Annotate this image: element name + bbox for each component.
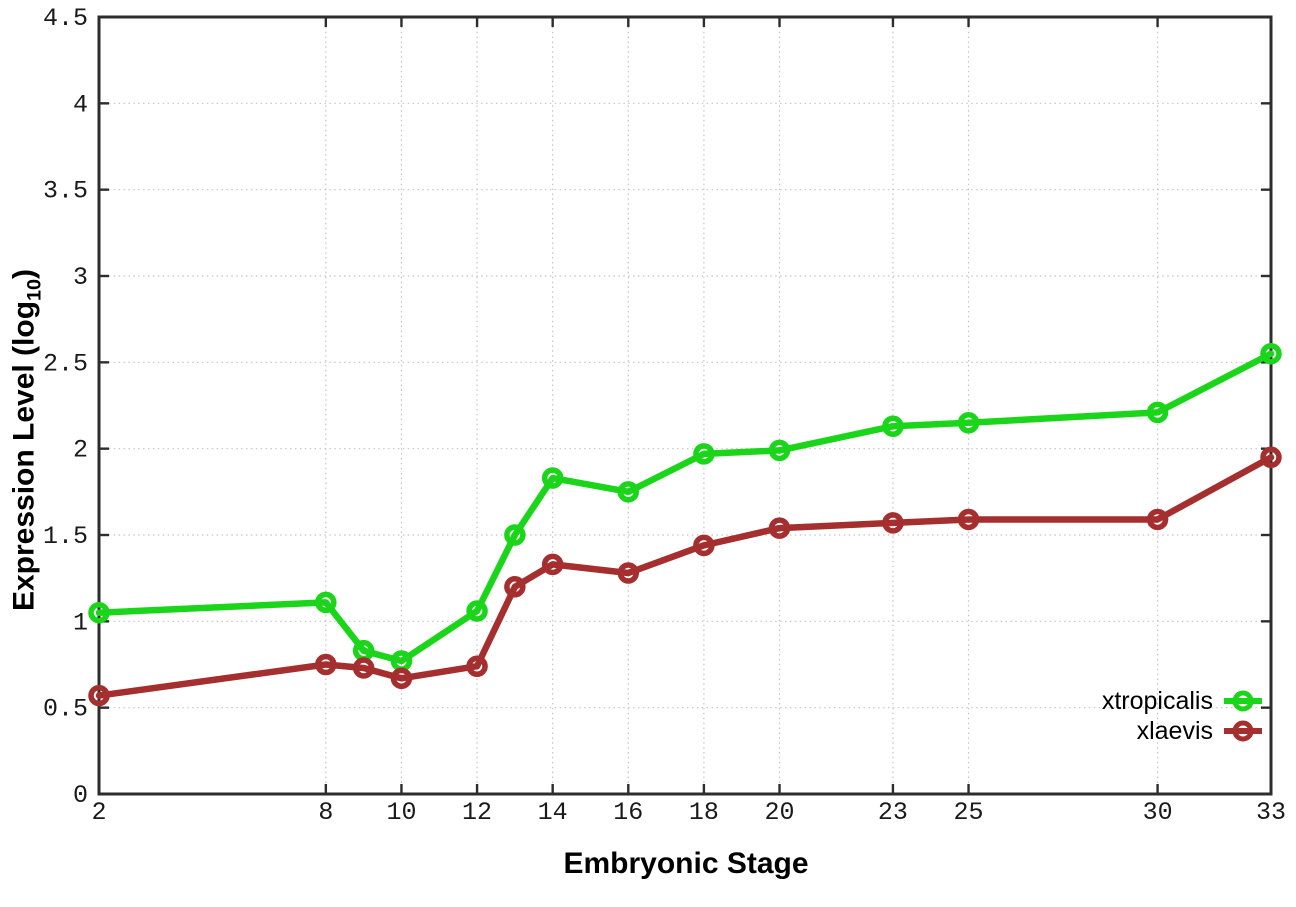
legend: xtropicalis xlaevis <box>1102 686 1264 746</box>
data-point-xlaevis <box>768 517 791 539</box>
data-point-xlaevis <box>693 534 715 557</box>
data-point-xlaevis <box>882 512 904 534</box>
y-axis-title: Expression Level (log10) <box>8 269 47 611</box>
x-tick-label: 30 <box>1143 798 1173 827</box>
line-point-marker-icon <box>1224 720 1262 742</box>
data-point-xlaevis <box>352 657 375 679</box>
y-tick-label: 4.5 <box>43 4 88 33</box>
series-line-xlaevis <box>95 454 1275 699</box>
data-point-xtropicalis <box>768 439 791 462</box>
data-point-xlaevis <box>957 508 980 531</box>
y-tick-label: 0.5 <box>43 695 88 724</box>
y-tick-label: 3.5 <box>43 177 88 206</box>
legend-label: xlaevis <box>1136 716 1213 745</box>
x-tick-label: 16 <box>613 798 643 827</box>
data-point-xtropicalis <box>693 443 715 465</box>
data-point-xtropicalis <box>541 467 564 489</box>
data-point-xlaevis <box>315 653 337 676</box>
data-point-xlaevis <box>1260 446 1282 469</box>
data-point-xtropicalis <box>88 601 110 624</box>
y-tick-label: 2 <box>73 436 88 465</box>
y-axis-title-text: Expression Level (log <box>7 300 41 612</box>
x-axis-title: Embryonic Stage <box>563 847 809 880</box>
y-tick-label: 4 <box>73 90 88 119</box>
series-line-xtropicalis <box>95 350 1275 665</box>
data-point-xtropicalis <box>315 591 337 614</box>
data-point-xtropicalis <box>617 481 640 503</box>
data-point-xlaevis <box>1146 508 1169 531</box>
legend-item-xlaevis: xlaevis <box>1102 716 1264 746</box>
x-tick-label: 25 <box>954 798 984 827</box>
data-point-xlaevis <box>466 655 488 677</box>
legend-label: xtropicalis <box>1101 686 1213 715</box>
y-tick-label: 1.5 <box>43 522 88 551</box>
line-point-marker-icon <box>1224 690 1262 712</box>
data-point-xtropicalis <box>957 412 980 434</box>
data-point-xlaevis <box>504 576 526 598</box>
data-point-xlaevis <box>541 553 564 576</box>
x-tick-label: 18 <box>689 798 719 827</box>
y-tick-label: 1 <box>73 608 88 637</box>
data-point-xlaevis <box>390 667 413 690</box>
x-tick-label: 2 <box>91 798 106 827</box>
y-tick-label: 2.5 <box>43 349 88 378</box>
data-point-xlaevis <box>617 562 640 584</box>
x-tick-label: 33 <box>1256 798 1286 827</box>
data-point-xtropicalis <box>1146 401 1169 424</box>
y-axis-title-close: ) <box>7 268 41 279</box>
data-point-xtropicalis <box>466 600 488 622</box>
x-tick-label: 10 <box>386 798 416 827</box>
legend-item-xtropicalis: xtropicalis <box>1102 686 1264 716</box>
x-tick-label: 20 <box>765 798 795 827</box>
data-point-xtropicalis <box>504 524 526 546</box>
y-tick-label: 3 <box>73 263 88 292</box>
data-point-xtropicalis <box>882 415 904 437</box>
x-tick-label: 8 <box>318 798 333 827</box>
data-point-xtropicalis <box>1260 342 1282 365</box>
data-point-xlaevis <box>88 684 110 707</box>
plot-border <box>97 15 1273 796</box>
x-tick-label: 12 <box>462 798 492 827</box>
y-tick-label: 0 <box>73 781 88 810</box>
x-tick-label: 14 <box>538 798 568 827</box>
x-tick-label: 23 <box>878 798 908 827</box>
y-axis-title-subscript: 10 <box>23 278 46 301</box>
